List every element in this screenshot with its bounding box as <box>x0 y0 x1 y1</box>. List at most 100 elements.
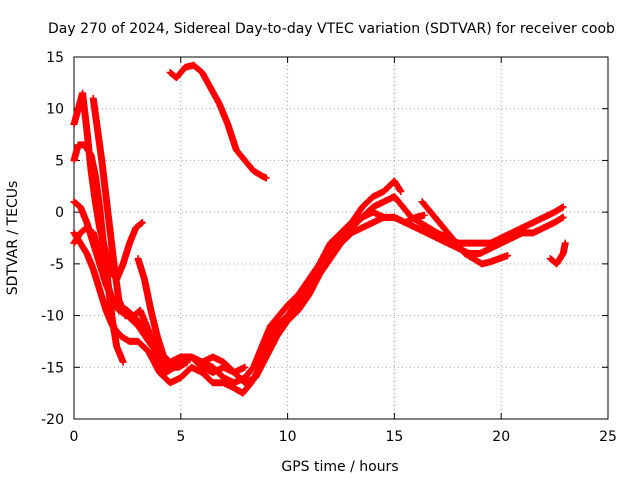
data-point <box>438 221 440 223</box>
data-point <box>86 128 88 130</box>
data-point <box>218 103 220 105</box>
data-point <box>156 335 158 337</box>
data-point <box>212 371 214 373</box>
data-point <box>103 247 105 249</box>
data-point <box>210 87 212 89</box>
data-point <box>180 377 182 379</box>
data-point <box>223 382 225 384</box>
data-point <box>244 159 246 161</box>
data-point <box>86 221 88 223</box>
data-point <box>77 144 79 146</box>
data-point <box>79 206 81 208</box>
data-point <box>472 258 474 260</box>
x-axis-label: GPS time / hours <box>281 459 398 475</box>
x-tick-label: 20 <box>492 429 510 445</box>
x-tick-label: 25 <box>599 429 617 445</box>
data-point <box>101 159 103 161</box>
data-point <box>186 361 188 363</box>
data-point <box>372 196 374 198</box>
series-track-8 <box>166 61 270 182</box>
x-tick-label: 5 <box>176 429 185 445</box>
data-point <box>244 377 246 379</box>
data-point <box>242 392 244 394</box>
data-point <box>562 206 564 208</box>
data-point <box>507 255 509 257</box>
data-point <box>479 253 481 255</box>
data-point <box>329 247 331 249</box>
data-point <box>105 284 107 286</box>
data-point <box>372 206 374 208</box>
data-point <box>73 201 75 203</box>
data-point <box>135 227 137 229</box>
data-point <box>415 227 417 229</box>
data-point <box>139 309 141 311</box>
data-point <box>118 299 120 301</box>
data-point <box>419 221 421 223</box>
data-point <box>99 289 101 291</box>
data-point <box>265 356 267 358</box>
data-point <box>163 356 165 358</box>
data-point <box>201 361 203 363</box>
data-point <box>92 242 94 244</box>
data-point <box>223 366 225 368</box>
data-point <box>122 361 124 363</box>
data-point <box>562 216 564 218</box>
data-point <box>455 242 457 244</box>
series-track-6 <box>70 193 567 387</box>
y-tick-label: -15 <box>41 360 64 376</box>
data-point <box>468 242 470 244</box>
y-tick-label: 5 <box>55 153 64 169</box>
y-axis-label: SDTVAR / TECUs <box>5 181 21 296</box>
data-point <box>111 325 113 327</box>
data-point <box>79 232 81 234</box>
data-point <box>447 237 449 239</box>
data-point <box>105 309 107 311</box>
data-point <box>77 108 79 110</box>
data-point <box>201 371 203 373</box>
data-point <box>287 304 289 306</box>
data-point <box>351 232 353 234</box>
data-point <box>86 253 88 255</box>
data-point <box>562 253 564 255</box>
x-tick-label: 0 <box>70 429 79 445</box>
data-point <box>415 216 417 218</box>
series-track-7 <box>134 255 191 371</box>
x-tick-label: 10 <box>279 429 297 445</box>
data-point <box>383 190 385 192</box>
data-series <box>70 61 569 397</box>
data-point <box>340 242 342 244</box>
data-point <box>176 77 178 79</box>
data-point <box>190 366 192 368</box>
data-point <box>400 190 402 192</box>
data-point <box>393 216 395 218</box>
data-point <box>169 382 171 384</box>
data-point <box>270 325 272 327</box>
data-point <box>158 356 160 358</box>
data-point <box>423 214 425 216</box>
data-point <box>169 366 171 368</box>
data-point <box>361 227 363 229</box>
data-point <box>556 263 558 265</box>
data-point <box>276 325 278 327</box>
data-point <box>252 366 254 368</box>
data-point <box>490 242 492 244</box>
data-point <box>479 242 481 244</box>
data-point <box>319 273 321 275</box>
data-point <box>212 356 214 358</box>
data-point <box>73 159 75 161</box>
data-point <box>500 242 502 244</box>
data-point <box>267 340 269 342</box>
data-point <box>82 92 84 94</box>
data-point <box>111 299 113 301</box>
data-point <box>143 278 145 280</box>
data-point <box>393 180 395 182</box>
data-point <box>92 97 94 99</box>
data-point <box>201 72 203 74</box>
data-point <box>150 309 152 311</box>
data-point <box>543 216 545 218</box>
data-point <box>233 387 235 389</box>
data-point <box>96 128 98 130</box>
series-track-11 <box>546 239 569 268</box>
data-point <box>436 237 438 239</box>
data-point <box>227 123 229 125</box>
